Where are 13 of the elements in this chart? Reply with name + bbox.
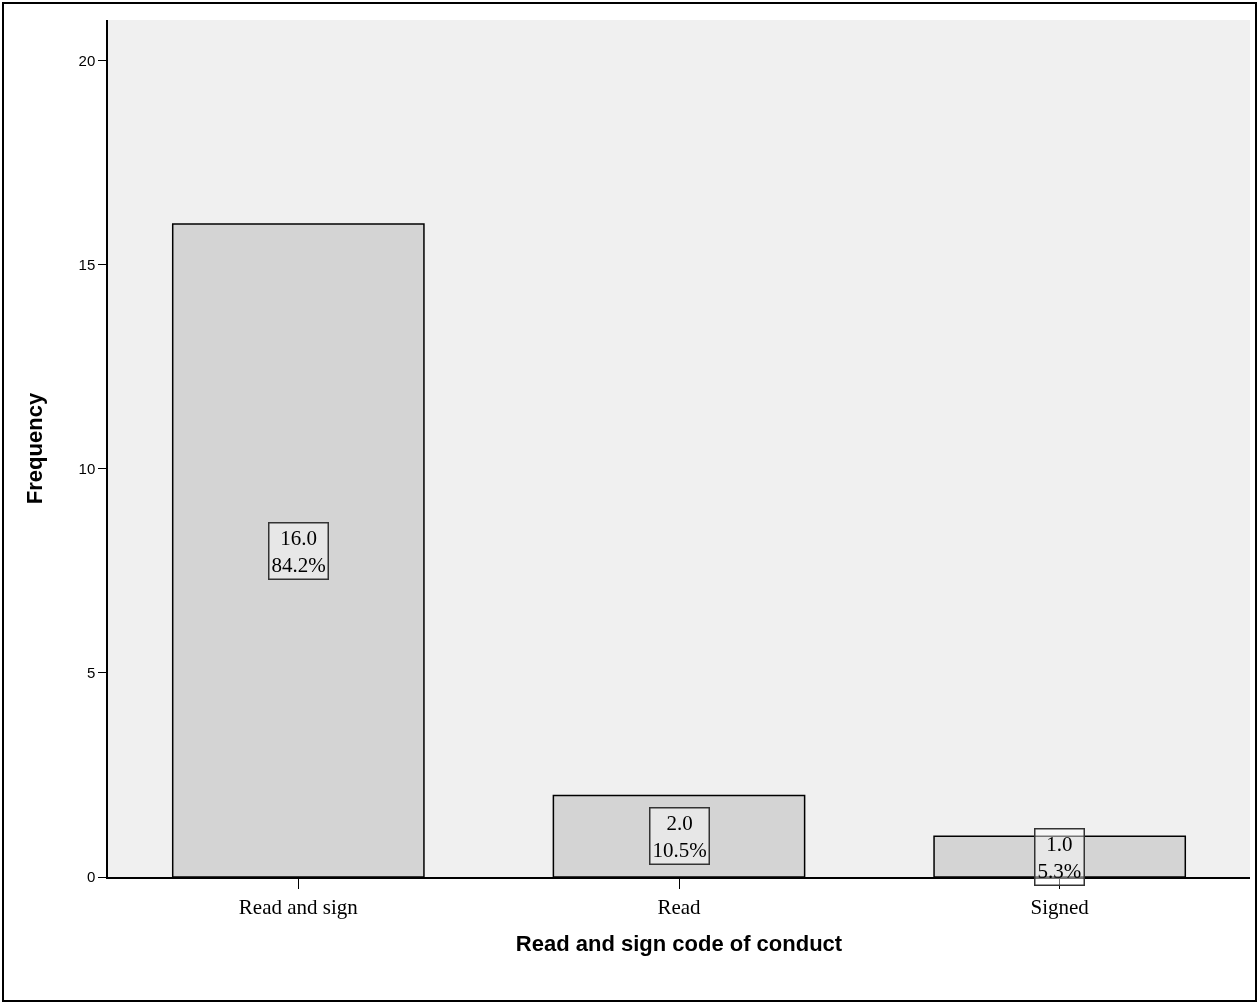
y-tick-label: 15 (78, 256, 96, 274)
y-tick-label: 20 (78, 52, 96, 70)
data-label: 1.0 5.3% (1037, 831, 1082, 883)
x-tick-label: Read (657, 894, 702, 919)
y-tick-label: 5 (86, 664, 96, 682)
x-tick-label: Read and sign (238, 894, 359, 919)
y-axis-title: Frequency (21, 392, 47, 505)
x-axis-title: Read and sign code of conduct (515, 931, 843, 957)
y-tick-label: 0 (86, 868, 96, 886)
data-label: 16.0 84.2% (271, 525, 326, 577)
y-tick-label: 10 (78, 460, 96, 478)
x-tick-label: Signed (1030, 894, 1090, 919)
data-label: 2.0 10.5% (652, 810, 707, 862)
